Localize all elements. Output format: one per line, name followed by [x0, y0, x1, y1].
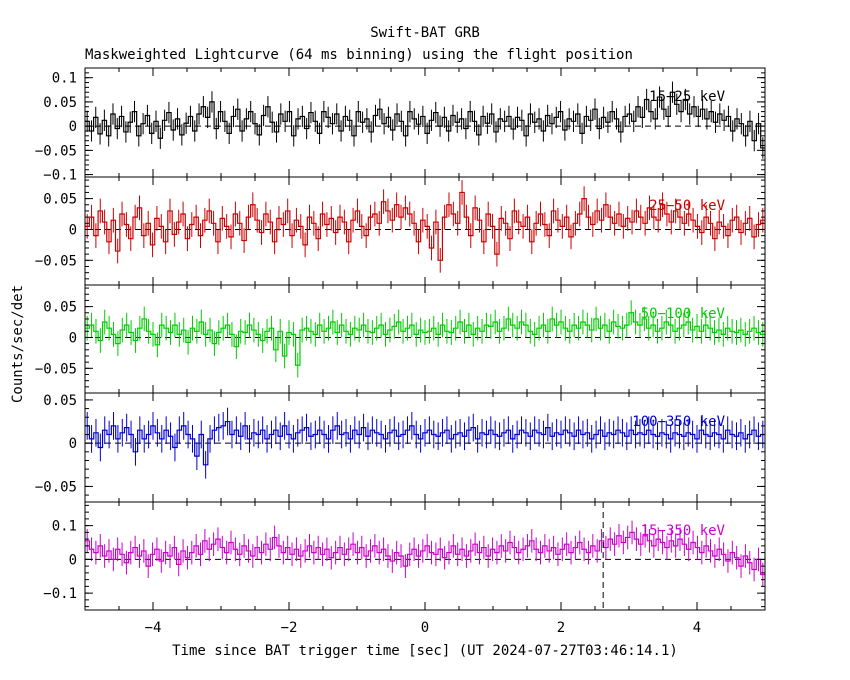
y-tick-label: 0 — [69, 222, 77, 238]
band-label: 25−50 keV — [649, 198, 725, 214]
panel-3: 0.05 0 −0.05 50−100 keV — [35, 284, 766, 394]
y-tick-label: 0.05 — [43, 95, 77, 111]
panel-1: 0.1 0.05 0 −0.05 −0.1 15−25 keV — [35, 67, 766, 184]
lightcurve-series — [85, 191, 765, 261]
y-tick-label: 0.05 — [43, 300, 77, 316]
y-tick-label: −0.1 — [43, 586, 77, 602]
band-label: 15−350 keV — [641, 523, 726, 539]
panel-4: 0.05 0 −0.05 100−350 keV — [35, 392, 766, 503]
x-tick-label: 4 — [693, 620, 701, 636]
x-tick-label: 2 — [557, 620, 565, 636]
y-tick-label: −0.05 — [35, 479, 77, 495]
y-tick-label: 0.1 — [52, 71, 77, 87]
lightcurve-series — [85, 312, 765, 366]
panels-group: 0.1 0.05 0 −0.05 −0.1 15−25 keV 0.05 0 −0.05 25−5… — [35, 67, 766, 636]
lightcurve-series — [85, 420, 765, 466]
y-tick-label: 0.05 — [43, 393, 77, 409]
band-label: 15−25 keV — [649, 89, 725, 105]
x-axis-label: Time since BAT trigger time [sec] (UT 20… — [172, 643, 678, 659]
band-label: 50−100 keV — [641, 306, 726, 322]
panel-5: 0.1 0 −0.1 15−350 keV — [43, 501, 766, 611]
y-tick-label: 0.1 — [52, 519, 77, 535]
y-tick-label: 0 — [69, 436, 77, 452]
y-tick-label: 0 — [69, 330, 77, 346]
y-tick-label: −0.1 — [43, 168, 77, 184]
chart-subtitle: Maskweighted Lightcurve (64 ms binning) … — [85, 47, 633, 63]
x-tick-label: −2 — [281, 620, 298, 636]
y-tick-label: −0.05 — [35, 143, 77, 159]
chart-title: Swift-BAT GRB — [370, 25, 480, 41]
lightcurve-series — [85, 91, 765, 149]
y-tick-label: −0.05 — [35, 361, 77, 377]
panel-2: 0.05 0 −0.05 25−50 keV — [35, 176, 766, 286]
x-tick-label: 0 — [421, 620, 429, 636]
y-tick-label: 0 — [69, 552, 77, 568]
band-label: 100−350 keV — [632, 414, 725, 430]
y-tick-label: 0 — [69, 119, 77, 135]
x-tick-label: −4 — [145, 620, 162, 636]
y-axis-label: Counts/sec/det — [10, 285, 26, 403]
lightcurve-series — [85, 531, 765, 576]
y-tick-label: 0.05 — [43, 192, 77, 208]
y-tick-label: −0.05 — [35, 253, 77, 269]
